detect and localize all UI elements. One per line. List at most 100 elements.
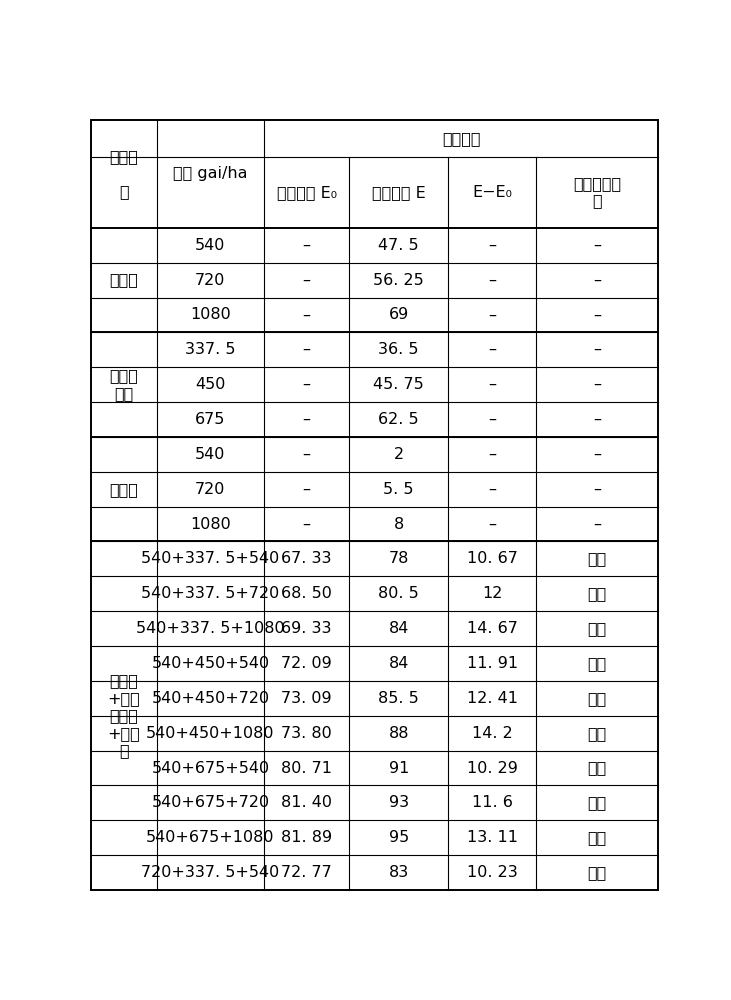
Text: 540+675+720: 540+675+720 bbox=[151, 795, 270, 810]
Text: 95: 95 bbox=[389, 830, 409, 845]
Text: 45. 75: 45. 75 bbox=[374, 377, 424, 392]
Text: 62. 5: 62. 5 bbox=[379, 412, 419, 427]
Text: 茎去津
+二氯
喹嘋酸
+灭草
松: 茎去津 +二氯 喹嘋酸 +灭草 松 bbox=[107, 673, 140, 758]
Text: –: – bbox=[303, 377, 311, 392]
Text: 84: 84 bbox=[389, 621, 409, 636]
Text: 12. 41: 12. 41 bbox=[466, 691, 518, 706]
Text: –: – bbox=[488, 273, 496, 288]
Text: –: – bbox=[303, 238, 311, 253]
Text: 69. 33: 69. 33 bbox=[281, 621, 332, 636]
Text: 增效: 增效 bbox=[588, 551, 607, 566]
Text: 1080: 1080 bbox=[190, 307, 231, 322]
Text: 73. 09: 73. 09 bbox=[281, 691, 332, 706]
Text: 11. 91: 11. 91 bbox=[466, 656, 518, 671]
Text: 茎去津: 茎去津 bbox=[110, 273, 138, 288]
Text: 720+337. 5+540: 720+337. 5+540 bbox=[141, 865, 279, 880]
Text: –: – bbox=[488, 517, 496, 532]
Text: 80. 71: 80. 71 bbox=[281, 761, 332, 776]
Text: 10. 67: 10. 67 bbox=[467, 551, 518, 566]
Text: –: – bbox=[303, 273, 311, 288]
Text: –: – bbox=[303, 482, 311, 497]
Text: 14. 67: 14. 67 bbox=[467, 621, 518, 636]
Text: 69: 69 bbox=[389, 307, 409, 322]
Text: –: – bbox=[303, 342, 311, 357]
Text: 理论防效 E₀: 理论防效 E₀ bbox=[276, 185, 337, 200]
Text: 540+450+1080: 540+450+1080 bbox=[146, 726, 275, 741]
Text: 78: 78 bbox=[389, 551, 409, 566]
Text: –: – bbox=[488, 342, 496, 357]
Text: 56. 25: 56. 25 bbox=[374, 273, 424, 288]
Text: 10. 29: 10. 29 bbox=[467, 761, 518, 776]
Text: 67. 33: 67. 33 bbox=[281, 551, 332, 566]
Text: 540+337. 5+540: 540+337. 5+540 bbox=[141, 551, 279, 566]
Text: 450: 450 bbox=[195, 377, 226, 392]
Text: –: – bbox=[593, 412, 601, 427]
Text: –: – bbox=[303, 517, 311, 532]
Text: 增效: 增效 bbox=[588, 830, 607, 845]
Text: 联合作用类
型: 联合作用类 型 bbox=[573, 176, 621, 209]
Text: 13. 11: 13. 11 bbox=[466, 830, 518, 845]
Text: –: – bbox=[488, 482, 496, 497]
Text: –: – bbox=[593, 482, 601, 497]
Text: 80. 5: 80. 5 bbox=[379, 586, 419, 601]
Text: 2: 2 bbox=[394, 447, 404, 462]
Text: 增效: 增效 bbox=[588, 726, 607, 741]
Text: 73. 80: 73. 80 bbox=[281, 726, 332, 741]
Text: 增效: 增效 bbox=[588, 865, 607, 880]
Text: –: – bbox=[488, 307, 496, 322]
Text: –: – bbox=[593, 307, 601, 322]
Text: 5. 5: 5. 5 bbox=[384, 482, 414, 497]
Text: E−E₀: E−E₀ bbox=[472, 185, 512, 200]
Text: 540+450+720: 540+450+720 bbox=[151, 691, 270, 706]
Text: 540+337. 5+720: 540+337. 5+720 bbox=[141, 586, 279, 601]
Text: 81. 89: 81. 89 bbox=[281, 830, 332, 845]
Text: 540: 540 bbox=[195, 447, 226, 462]
Text: –: – bbox=[303, 447, 311, 462]
Text: 83: 83 bbox=[389, 865, 409, 880]
Text: 10. 23: 10. 23 bbox=[467, 865, 518, 880]
Text: 675: 675 bbox=[195, 412, 226, 427]
Text: 11. 6: 11. 6 bbox=[471, 795, 512, 810]
Text: 增效: 增效 bbox=[588, 621, 607, 636]
Text: –: – bbox=[593, 342, 601, 357]
Text: 84: 84 bbox=[389, 656, 409, 671]
Text: 540+337. 5+1080: 540+337. 5+1080 bbox=[136, 621, 284, 636]
Text: 85. 5: 85. 5 bbox=[379, 691, 419, 706]
Text: –: – bbox=[593, 447, 601, 462]
Text: 91: 91 bbox=[389, 761, 409, 776]
Text: 720: 720 bbox=[195, 482, 226, 497]
Text: 540+675+1080: 540+675+1080 bbox=[146, 830, 275, 845]
Text: 剂量 gai/ha: 剂量 gai/ha bbox=[173, 166, 248, 181]
Text: 二氯喹
嘋酸: 二氯喹 嘋酸 bbox=[110, 368, 138, 401]
Text: 灭草松: 灭草松 bbox=[110, 482, 138, 497]
Text: 540+675+540: 540+675+540 bbox=[151, 761, 270, 776]
Text: 增效: 增效 bbox=[588, 586, 607, 601]
Text: 47. 5: 47. 5 bbox=[379, 238, 419, 253]
Text: –: – bbox=[303, 412, 311, 427]
Text: 增效: 增效 bbox=[588, 691, 607, 706]
Text: 68. 50: 68. 50 bbox=[281, 586, 332, 601]
Text: –: – bbox=[593, 273, 601, 288]
Text: –: – bbox=[488, 412, 496, 427]
Text: 72. 09: 72. 09 bbox=[281, 656, 332, 671]
Text: 增效: 增效 bbox=[588, 656, 607, 671]
Text: 720: 720 bbox=[195, 273, 226, 288]
Text: 1080: 1080 bbox=[190, 517, 231, 532]
Text: 增效: 增效 bbox=[588, 795, 607, 810]
Text: –: – bbox=[488, 447, 496, 462]
Text: –: – bbox=[593, 377, 601, 392]
Text: –: – bbox=[593, 517, 601, 532]
Text: 14. 2: 14. 2 bbox=[471, 726, 512, 741]
Text: 93: 93 bbox=[389, 795, 409, 810]
Text: 540: 540 bbox=[195, 238, 226, 253]
Text: 增效: 增效 bbox=[588, 761, 607, 776]
Text: 88: 88 bbox=[388, 726, 409, 741]
Text: 72. 77: 72. 77 bbox=[281, 865, 332, 880]
Text: 36. 5: 36. 5 bbox=[379, 342, 419, 357]
Text: –: – bbox=[303, 307, 311, 322]
Text: 540+450+540: 540+450+540 bbox=[151, 656, 270, 671]
Text: 337. 5: 337. 5 bbox=[185, 342, 235, 357]
Text: 8: 8 bbox=[393, 517, 404, 532]
Text: 止血马唐: 止血马唐 bbox=[442, 131, 480, 146]
Text: –: – bbox=[593, 238, 601, 253]
